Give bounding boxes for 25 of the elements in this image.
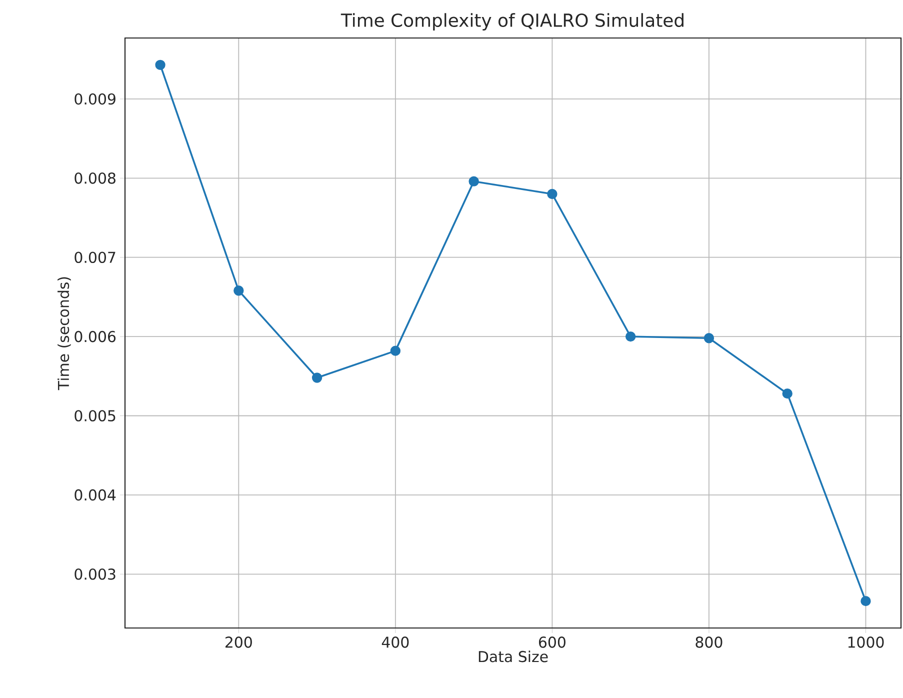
- y-tick-label: 0.005: [74, 410, 116, 422]
- y-axis-title: Time (seconds): [58, 277, 71, 390]
- y-tick-label: 0.009: [74, 93, 116, 105]
- y-tick-label: 0.004: [74, 489, 116, 501]
- x-tick-label: 1000: [848, 636, 884, 648]
- y-tick-label: 0.003: [74, 568, 116, 580]
- point: [860, 596, 871, 606]
- point: [625, 331, 636, 342]
- y-tick-label: 0.007: [74, 252, 116, 264]
- chart-title: Time Complexity of QIALRO Simulated: [340, 13, 684, 30]
- point: [390, 346, 401, 356]
- point: [155, 60, 166, 70]
- x-tick-label: 200: [225, 636, 252, 648]
- y-tick-label: 0.006: [74, 330, 116, 342]
- x-axis-title: Data Size: [478, 650, 548, 662]
- point: [782, 388, 792, 399]
- point: [468, 176, 479, 186]
- point: [704, 333, 714, 344]
- x-tick-label: 400: [382, 636, 409, 648]
- point: [234, 286, 244, 296]
- x-tick-label: 800: [696, 636, 722, 648]
- point: [547, 188, 558, 200]
- x-tick-label: 600: [538, 636, 566, 648]
- point: [312, 372, 322, 383]
- y-tick-label: 0.008: [74, 172, 116, 184]
